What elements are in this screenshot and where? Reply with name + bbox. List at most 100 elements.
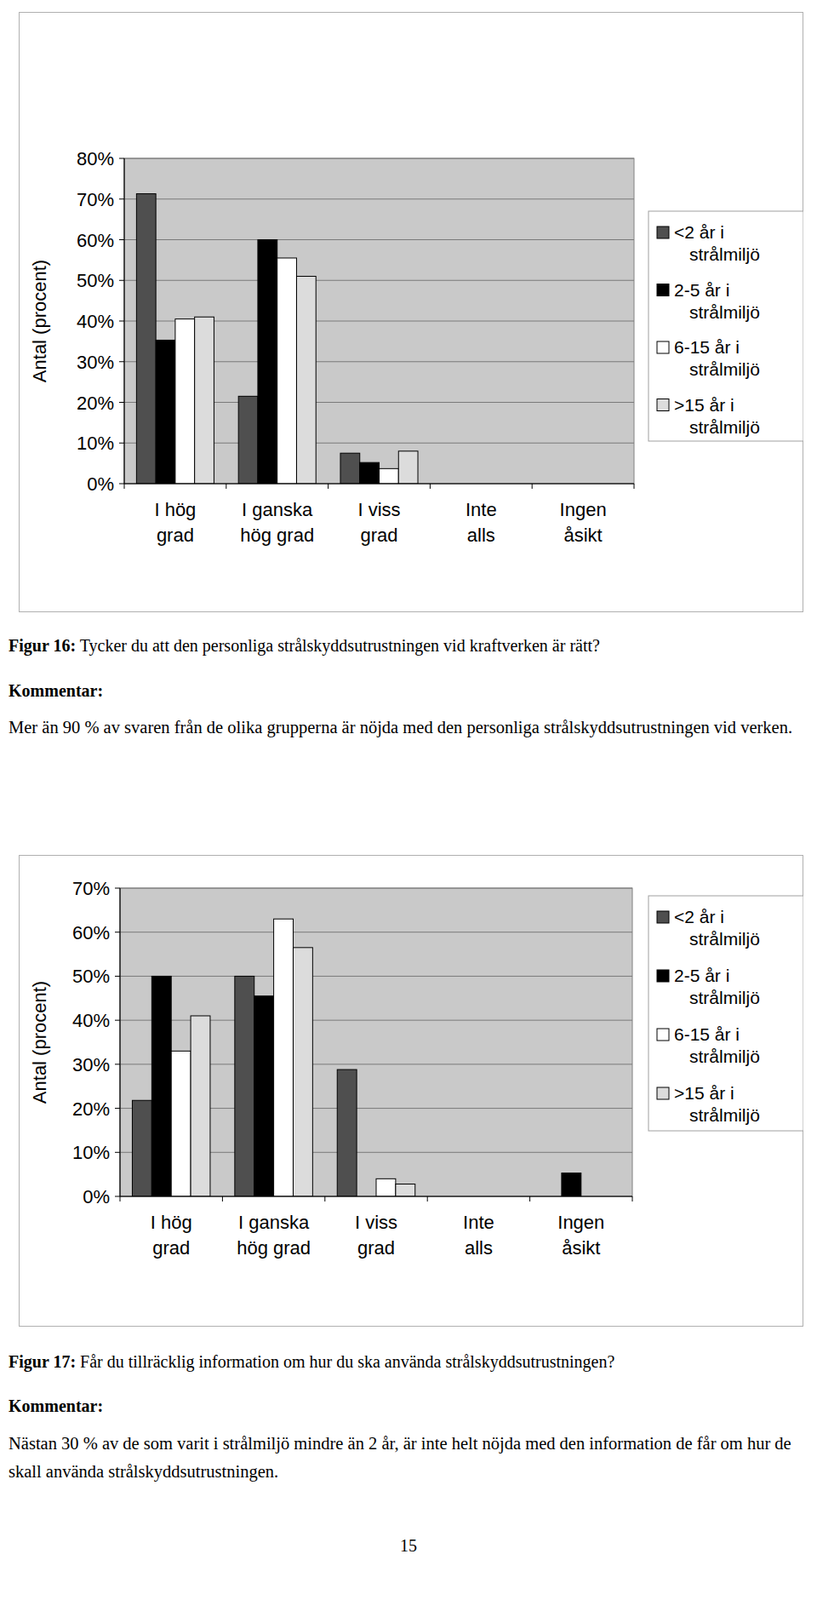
legend-label-line: strålmiljö (689, 417, 760, 437)
grid-line (119, 887, 633, 889)
x-tick-label: I ganska hög grad (239, 498, 315, 546)
grid-line (119, 975, 633, 977)
x-tick-label-line: grad (357, 1236, 395, 1258)
x-tick-label: Intealls (465, 498, 498, 546)
y-axis-label: Antal (procent) (28, 980, 51, 1103)
legend-label: 6-15 år istrålmiljö (674, 1023, 760, 1066)
x-tick-label-line: Inte (462, 1211, 495, 1233)
grid-line (124, 198, 635, 200)
y-tick (114, 887, 120, 889)
x-tick-label-line: åsikt (561, 1236, 600, 1258)
legend-label-line: 6-15 år i (674, 1023, 740, 1044)
x-tick-label-line: hög grad (239, 524, 315, 546)
bar (155, 339, 176, 484)
x-tick-label: I hög grad (154, 498, 196, 546)
bar (131, 1099, 152, 1196)
y-tick-label: 10% (72, 1141, 110, 1163)
legend-box (648, 211, 804, 441)
x-tick-label-line: hög grad (236, 1236, 311, 1258)
y-tick-label: 20% (72, 1097, 110, 1120)
y-tick (119, 320, 125, 322)
x-tick-label: I hög grad (150, 1211, 193, 1258)
legend-box (648, 895, 804, 1131)
x-tick-label-line: Inte (465, 498, 498, 520)
x-tick-label-line: grad (156, 524, 195, 546)
x-tick (529, 1195, 531, 1201)
y-tick-label: 30% (76, 351, 115, 373)
y-tick-label: 30% (72, 1053, 110, 1075)
x-tick (222, 1195, 223, 1201)
page-number: 15 (399, 1535, 418, 1555)
legend-label-line: 2-5 år i (674, 965, 730, 985)
y-tick (114, 1151, 120, 1153)
y-tick (114, 1195, 120, 1197)
bar (359, 462, 380, 484)
legend-label: 6-15 år istrålmiljö (674, 337, 760, 379)
y-tick (119, 239, 125, 240)
x-tick-label-line: I hög (150, 1211, 193, 1233)
legend-swatch (657, 399, 669, 412)
figure-caption-text: Får du tillräcklig information om hur du… (79, 1351, 615, 1371)
y-tick (119, 198, 125, 200)
x-tick-label-line: I ganska (238, 1211, 310, 1233)
bar (296, 275, 316, 484)
y-tick (119, 483, 125, 485)
plot-area (124, 158, 635, 484)
chart: 0%10%20%30%40%50%60%70%Antal (procent)I … (18, 854, 804, 1326)
legend-swatch (657, 910, 669, 923)
x-tick (427, 1195, 429, 1201)
y-axis (123, 158, 125, 484)
bar (175, 319, 195, 484)
bar (234, 975, 255, 1196)
y-tick (119, 401, 125, 403)
x-tick-label-line: I ganska (241, 498, 314, 520)
y-tick-label: 10% (76, 432, 115, 454)
x-tick (119, 1195, 121, 1201)
legend-label-line: strålmiljö (689, 244, 760, 264)
bar (379, 468, 400, 484)
x-tick-label: I vissgrad (354, 1211, 398, 1258)
y-tick-label: 20% (76, 392, 115, 414)
x-tick-label-line: grad (359, 524, 398, 546)
x-tick-label: Ingenåsikt (557, 1211, 605, 1258)
bar (561, 1172, 582, 1196)
y-tick (114, 1019, 120, 1021)
x-tick (531, 483, 533, 489)
grid-line (124, 239, 635, 240)
x-axis (124, 482, 635, 484)
y-tick-label: 0% (86, 473, 115, 495)
legend-label-line: strålmiljö (689, 359, 760, 379)
legend-label-line: >15 år i (674, 1082, 735, 1103)
legend-label: <2 år istrålmiljö (674, 222, 760, 264)
x-tick (632, 1195, 634, 1201)
comment-text: Nästan 30 % av de som varit i strålmiljö… (8, 1428, 805, 1486)
bar (254, 995, 275, 1196)
x-tick-label-line: Ingen (559, 498, 607, 520)
x-tick (124, 483, 126, 489)
legend-label: <2 år istrålmiljö (674, 906, 760, 949)
figure-caption: Figur 16: Tycker du att den personliga s… (8, 635, 600, 656)
legend-swatch (657, 1086, 669, 1099)
legend-label-line: >15 år i (674, 394, 735, 415)
x-axis (119, 1194, 633, 1196)
legend-label-line: strålmiljö (689, 302, 760, 322)
y-tick (114, 975, 120, 977)
bar (136, 194, 156, 484)
legend-swatch (657, 226, 669, 239)
x-tick-label-line: åsikt (563, 524, 602, 546)
x-tick-label-line: I hög (154, 498, 196, 520)
x-tick-label-line: I viss (357, 498, 400, 520)
x-tick-label-line: grad (152, 1236, 190, 1258)
grid-line (119, 1195, 633, 1197)
bar (292, 947, 313, 1196)
y-tick (119, 279, 125, 281)
y-tick-label: 50% (76, 269, 115, 292)
bar (194, 316, 215, 484)
legend-label: 2-5 år istrålmiljö (674, 279, 760, 322)
legend-swatch (657, 969, 669, 982)
legend-label-line: strålmiljö (689, 928, 760, 949)
y-tick-label: 70% (76, 188, 115, 211)
bars (136, 194, 418, 484)
chart: 0%10%20%30%40%50%60%70%80%Antal (procent… (18, 11, 804, 612)
legend-label-line: 6-15 år i (674, 337, 740, 357)
